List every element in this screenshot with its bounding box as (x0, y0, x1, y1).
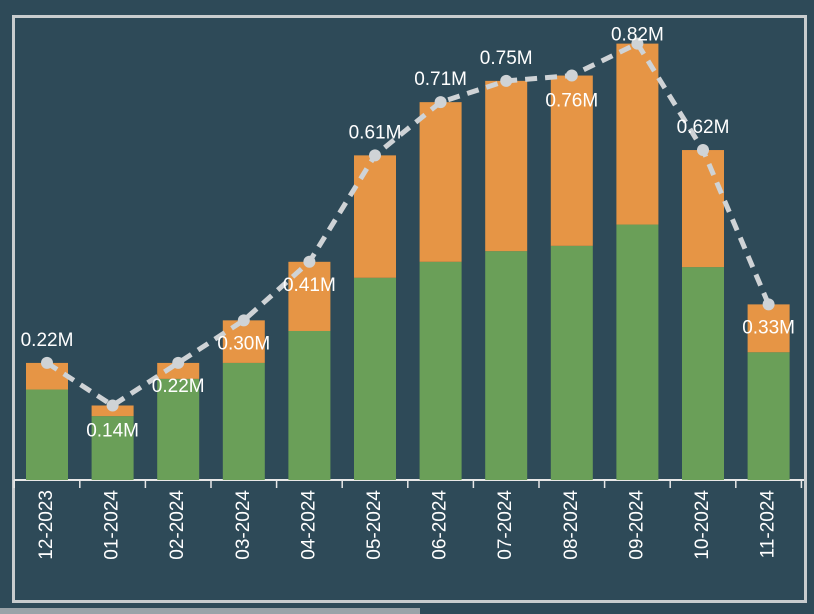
scrollbar (0, 608, 420, 614)
total-point (303, 255, 316, 268)
data-label: 0.22M (21, 330, 74, 351)
bar-segment (288, 330, 331, 480)
x-tick-label: 01-2024 (102, 490, 123, 560)
total-point (500, 74, 513, 87)
data-label: 0.41M (283, 275, 336, 296)
data-label: 0.61M (349, 122, 402, 143)
bar-segment (682, 150, 724, 268)
x-tick-label: 08-2024 (561, 490, 582, 560)
data-label: 0.62M (677, 117, 730, 138)
data-label: 0.82M (611, 25, 664, 46)
bar-segment (222, 320, 265, 363)
x-tick-label: 06-2024 (430, 490, 451, 560)
bar-segment (485, 80, 528, 252)
x-tick-label: 04-2024 (298, 490, 319, 560)
frame (12, 15, 807, 603)
total-point (762, 298, 775, 311)
total-point (697, 144, 709, 157)
total-point (41, 356, 53, 369)
bar-segment (616, 43, 659, 225)
bar-segment (419, 102, 462, 262)
bar-segment (91, 416, 134, 480)
total-point (631, 37, 644, 50)
bar-segment (682, 267, 724, 480)
total-line (45, 40, 771, 409)
bar-segment (222, 362, 265, 480)
data-label: 0.71M (414, 69, 467, 90)
total-point (237, 314, 250, 327)
x-tick-label: 12-2023 (36, 490, 57, 560)
x-tick-label: 02-2024 (167, 490, 188, 560)
bar-segment (419, 261, 462, 480)
data-label: 0.30M (217, 333, 270, 354)
bar-segment (157, 378, 200, 480)
x-tick-label: 03-2024 (233, 490, 254, 560)
total-point (565, 69, 578, 82)
x-tick-label: 09-2024 (626, 490, 647, 560)
bar-segment (354, 277, 396, 480)
data-label: 0.14M (86, 421, 139, 442)
x-tick-label: 05-2024 (364, 490, 385, 560)
data-label: 0.75M (480, 48, 533, 69)
x-tick-label: 11-2024 (758, 490, 779, 559)
data-label: 0.33M (742, 317, 795, 338)
total-point (369, 149, 381, 162)
bar-segment (550, 245, 593, 480)
bar-segment (747, 304, 790, 353)
total-point (172, 356, 185, 369)
total-point (106, 399, 119, 412)
bar-segment (616, 224, 659, 480)
bar-segment (485, 251, 528, 480)
x-tick-label: 10-2024 (692, 490, 713, 560)
bar-segment (26, 389, 68, 480)
total-point (434, 96, 447, 109)
data-label: 0.76M (545, 91, 598, 112)
x-tick-label: 07-2024 (495, 490, 516, 560)
bar-segment (354, 155, 396, 278)
bar-segment (550, 75, 593, 246)
bar-segment (747, 352, 790, 480)
data-label: 0.22M (152, 376, 205, 397)
